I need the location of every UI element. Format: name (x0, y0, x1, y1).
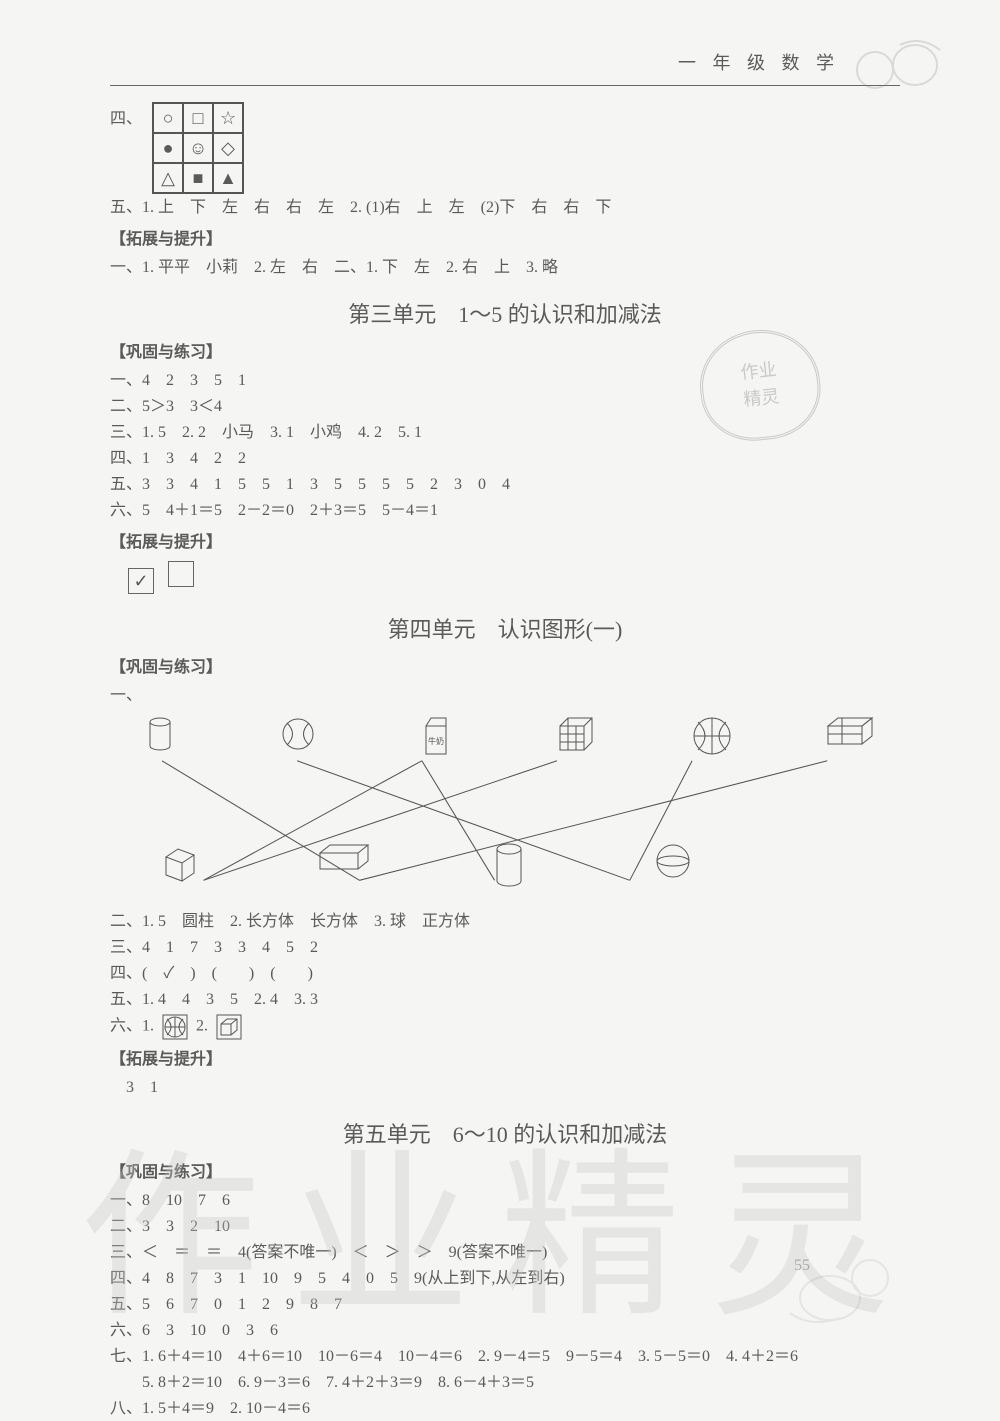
u4-l6b: 2. (196, 1018, 208, 1035)
solid-sphere-icon (643, 841, 703, 904)
u3-l4: 四、1 3 4 2 2 (110, 447, 900, 471)
u5-l8: 八、1. 5＋4＝9 2. 10－4＝6 (110, 1397, 900, 1421)
shape-cell: ○ (153, 103, 183, 133)
ext3-line: 3 1 (110, 1076, 900, 1100)
stamp-line1: 作业 (739, 356, 778, 387)
u5-l7b: 5. 8＋2＝10 6. 9－3＝6 7. 4＋2＋3＝9 8. 6－4＋3＝5 (110, 1371, 900, 1395)
matching-diagram: 牛奶 (110, 714, 900, 904)
stamp-line2: 精灵 (742, 383, 781, 414)
checkbox-empty (168, 561, 194, 587)
ball-icon (162, 1014, 188, 1040)
section-four-label: 四、 (110, 111, 142, 128)
shape-cell: ● (153, 133, 183, 163)
shape-cell: ▲ (213, 163, 243, 193)
u5-consolidate: 【巩固与练习】 (110, 1161, 900, 1185)
header-title: 一 年 级 数 学 (678, 53, 840, 73)
shape-cell: □ (183, 103, 213, 133)
u3-l5: 五、3 3 4 1 5 5 1 3 5 5 5 5 2 3 0 4 (110, 473, 900, 497)
solid-cube-icon (150, 841, 210, 904)
ext2-label: 【拓展与提升】 (110, 531, 900, 555)
u5-l1: 一、8 10 7 6 (110, 1189, 900, 1213)
solid-cylinder-icon (479, 841, 539, 904)
header-decor-icon (840, 30, 960, 100)
u4-consolidate: 【巩固与练习】 (110, 656, 900, 680)
u4-l3: 三、4 1 7 3 3 4 5 2 (110, 936, 900, 960)
unit5-heading: 第五单元 6～10 的认识和加减法 (110, 1118, 900, 1151)
shape-cell: ◇ (213, 133, 243, 163)
shape-cell: ■ (183, 163, 213, 193)
u4-one-label: 一、 (110, 684, 900, 708)
checkbox-checked: ✓ (128, 568, 154, 594)
u4-l6a: 六、1. (110, 1018, 154, 1035)
shape-cell: △ (153, 163, 183, 193)
line-five: 五、1. 上 下 左 右 右 左 2. (1)右 上 左 (2)下 右 右 下 (110, 196, 900, 220)
match-bot-row (150, 841, 703, 904)
checkbox-row: ✓ (128, 561, 900, 595)
section-four: 四、 ○ □ ☆ ● ☺ ◇ △ ■ ▲ (110, 102, 900, 194)
solid-cuboid-icon (314, 841, 374, 904)
ext3-label: 【拓展与提升】 (110, 1048, 900, 1072)
footer-decor-icon (770, 1243, 920, 1333)
u4-l6: 六、1. 2. (110, 1014, 900, 1040)
u4-l2: 二、1. 5 圆柱 2. 长方体 长方体 3. 球 正方体 (110, 910, 900, 934)
page-header: 一 年 级 数 学 (110, 50, 900, 77)
unit3-heading: 第三单元 1～5 的认识和加减法 (110, 298, 900, 331)
u3-l6: 六、5 4＋1＝5 2－2＝0 2＋3＝5 5－4＝1 (110, 499, 900, 523)
shape-grid: ○ □ ☆ ● ☺ ◇ △ ■ ▲ (152, 102, 244, 194)
u4-l5: 五、1. 4 4 3 5 2. 4 3. 3 (110, 988, 900, 1012)
u4-l4: 四、( ✓ ) ( ) ( ) (110, 962, 900, 986)
cube-icon (216, 1014, 242, 1040)
ext1-label: 【拓展与提升】 (110, 228, 900, 252)
shape-cell: ☆ (213, 103, 243, 133)
ext1-line1: 一、1. 平平 小莉 2. 左 右 二、1. 下 左 2. 右 上 3. 略 (110, 256, 900, 280)
unit4-heading: 第四单元 认识图形(一) (110, 613, 900, 646)
header-rule (110, 85, 900, 86)
u5-l7: 七、1. 6＋4＝10 4＋6＝10 10－6＝4 10－4＝6 2. 9－4＝… (110, 1345, 900, 1369)
shape-cell: ☺ (183, 133, 213, 163)
u5-l2: 二、3 3 2 10 (110, 1215, 900, 1239)
